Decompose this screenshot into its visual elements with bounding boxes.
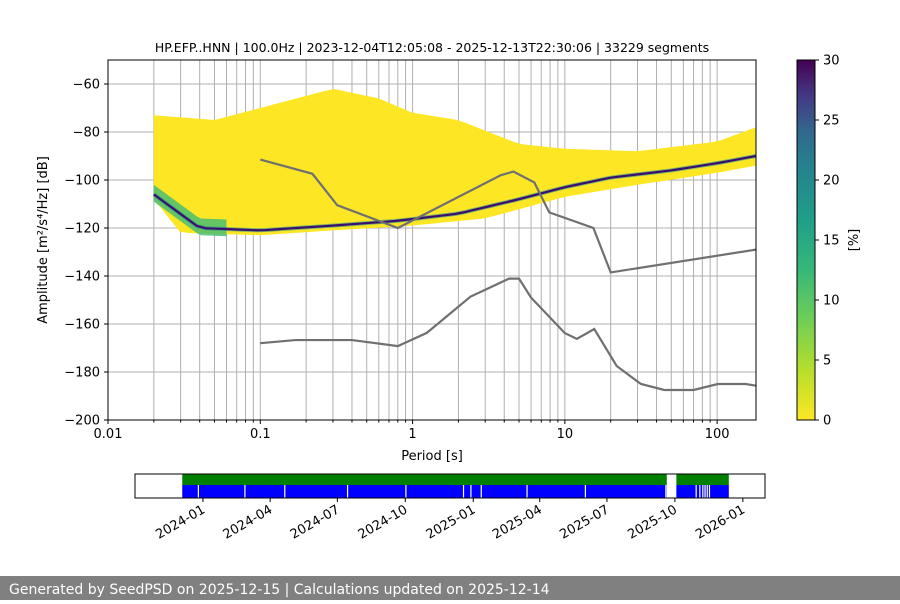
timeline-tick-label: 2024-04: [221, 502, 276, 542]
colorbar-tick-label: 5: [823, 354, 831, 369]
coverage-gap: [526, 485, 528, 498]
timeline-tick-label: 2026-01: [693, 502, 748, 542]
coverage-gap: [197, 485, 199, 498]
x-axis-label: Period [s]: [401, 449, 463, 464]
colorbar-tick-label: 15: [823, 234, 840, 249]
x-tick-label: 0.01: [94, 427, 123, 442]
timeline-frame: [134, 473, 766, 499]
coverage-gap: [665, 485, 667, 498]
y-tick-label: −180: [64, 366, 100, 381]
colorbar-tick-label: 20: [823, 174, 840, 189]
coverage-gap: [284, 485, 286, 498]
colorbar-tick-label: 30: [823, 54, 840, 69]
coverage-gap: [708, 485, 711, 498]
plot-frame: [107, 59, 757, 421]
psd-envelope: [153, 89, 756, 236]
coverage-gap: [244, 485, 246, 498]
noise-model-lines: [259, 158, 756, 392]
x-tick-label: 0.1: [250, 427, 271, 442]
colorbar-ticks: 0 5 10 15 20 25 30: [815, 54, 840, 429]
y-tick-label: −100: [64, 174, 100, 189]
nhnm-line: [259, 158, 756, 274]
timeline-tick-label: 2024-01: [153, 502, 208, 542]
coverage-gap: [699, 485, 701, 498]
psd-mode-band: [153, 184, 227, 237]
psd-density: [152, 89, 756, 237]
timeline-tick-label: 2024-07: [288, 502, 343, 542]
axes: 0.01 0.1 1 10 100 −200 −180 −160 −140 −120 −100 −80…: [64, 78, 729, 443]
coverage-gap: [668, 485, 670, 498]
colorbar-tick-label: 0: [823, 414, 831, 429]
coverage-gap: [671, 485, 673, 498]
y-tick-label: −200: [64, 414, 100, 429]
y-tick-label: −120: [64, 222, 100, 237]
timeline-tick-label: 2025-10: [625, 502, 680, 542]
timeline-tick-label: 2025-07: [557, 502, 612, 542]
colorbar-tick-label: 25: [823, 114, 840, 129]
coverage-gap: [704, 485, 706, 498]
footer: Generated by SeedPSD on 2025-12-15 | Cal…: [0, 576, 900, 600]
colorbar: [796, 59, 816, 421]
chart-title: HP.EFP..HNN | 100.0Hz | 2023-12-04T12:05…: [155, 40, 709, 55]
coverage-gap: [470, 485, 472, 498]
coverage-upper: [182, 474, 729, 485]
timeline-axis: 2024-01 2024-04 2024-07 2024-10 2025-01 2025-…: [153, 498, 748, 543]
y-tick-label: −80: [73, 126, 100, 141]
psd-mode-curve: [153, 154, 756, 232]
coverage-gap: [584, 485, 586, 498]
x-tick-label: 100: [705, 427, 730, 442]
timeline-tick-label: 2025-04: [490, 502, 545, 542]
coverage-gap: [405, 485, 407, 498]
grid: [107, 60, 756, 421]
coverage-gap: [706, 485, 708, 498]
y-tick-label: −160: [64, 318, 100, 333]
coverage-lower: [182, 485, 729, 498]
coverage-gap: [480, 485, 482, 498]
timeline-tick-label: 2025-01: [424, 502, 479, 542]
x-tick-label: 1: [408, 427, 416, 442]
y-axis-label: Amplitude [m²/s⁴/Hz] [dB]: [36, 156, 51, 324]
y-tick-label: −140: [64, 270, 100, 285]
nlnm-line: [260, 277, 756, 392]
y-tick-label: −60: [73, 78, 100, 93]
coverage-gap: [695, 485, 697, 498]
x-tick-label: 10: [557, 427, 574, 442]
coverage-gap: [702, 485, 704, 498]
timeline-tick-label: 2024-10: [356, 502, 411, 542]
colorbar-tick-label: 10: [823, 294, 840, 309]
timeline-coverage: [182, 474, 729, 498]
coverage-gap: [346, 485, 349, 498]
colorbar-label: [%]: [847, 229, 862, 252]
coverage-gap: [462, 485, 465, 498]
